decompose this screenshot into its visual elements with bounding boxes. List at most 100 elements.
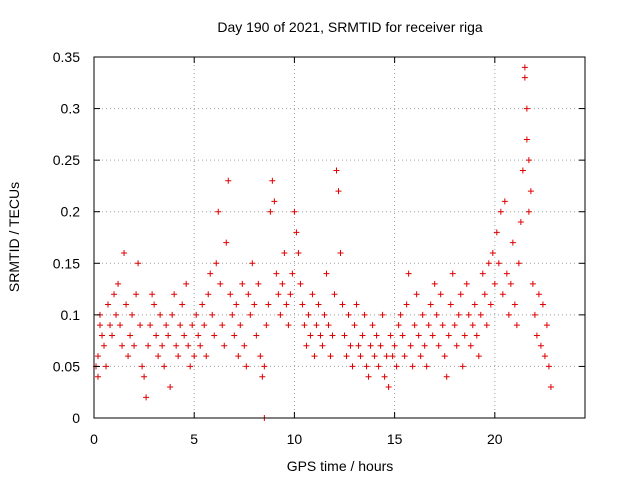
data-point <box>443 373 450 380</box>
data-point <box>483 322 490 329</box>
data-point <box>207 270 214 277</box>
data-point <box>213 260 220 267</box>
y-tick-label: 0.15 <box>53 255 80 271</box>
data-point <box>197 342 204 349</box>
data-point <box>471 301 478 308</box>
data-point <box>517 219 524 226</box>
data-point <box>487 301 494 308</box>
y-tick-label: 0.35 <box>53 49 80 65</box>
data-point <box>377 342 384 349</box>
data-point <box>111 291 118 298</box>
y-tick-label: 0 <box>72 410 80 426</box>
data-point <box>435 342 442 349</box>
data-point <box>533 332 540 339</box>
data-point <box>253 332 260 339</box>
data-point <box>351 322 358 329</box>
data-point <box>131 342 138 349</box>
data-point <box>427 301 434 308</box>
data-point <box>117 322 124 329</box>
data-point <box>205 291 212 298</box>
data-point <box>247 311 254 318</box>
data-point <box>257 353 264 360</box>
data-point <box>401 353 408 360</box>
data-point <box>203 353 210 360</box>
data-point <box>215 208 222 215</box>
data-point <box>387 332 394 339</box>
data-point <box>99 332 106 339</box>
data-point <box>291 208 298 215</box>
data-point <box>193 311 200 318</box>
data-point <box>237 322 244 329</box>
data-point <box>287 291 294 298</box>
data-point <box>283 301 290 308</box>
data-point <box>459 363 466 370</box>
data-point <box>235 353 242 360</box>
data-point <box>413 291 420 298</box>
y-tick-label: 0.3 <box>61 101 81 117</box>
data-point <box>277 311 284 318</box>
plot-frame <box>93 56 586 419</box>
data-point <box>185 342 192 349</box>
data-point <box>145 342 152 349</box>
data-point <box>255 280 262 287</box>
data-point <box>95 353 102 360</box>
data-point <box>441 353 448 360</box>
data-point <box>271 198 278 205</box>
data-point <box>393 363 400 370</box>
data-point <box>179 301 186 308</box>
data-point <box>463 280 470 287</box>
data-point <box>137 322 144 329</box>
data-point <box>407 342 414 349</box>
data-point <box>457 291 464 298</box>
data-point <box>343 353 350 360</box>
data-point <box>545 363 552 370</box>
x-tick-label: 20 <box>487 431 503 447</box>
data-point <box>453 342 460 349</box>
data-point <box>323 270 330 277</box>
data-point <box>265 301 272 308</box>
y-tick-label: 0.05 <box>53 358 80 374</box>
y-tick-label: 0.2 <box>61 204 81 220</box>
data-point <box>503 270 510 277</box>
data-point <box>367 342 374 349</box>
data-point <box>475 353 482 360</box>
data-point <box>477 311 484 318</box>
grid-lines <box>94 57 585 418</box>
data-point <box>399 332 406 339</box>
data-point <box>315 301 322 308</box>
data-point <box>365 373 372 380</box>
data-point <box>461 332 468 339</box>
x-tick-labels: 0 5 10 15 20 <box>90 431 503 447</box>
data-point <box>543 322 550 329</box>
data-point <box>289 270 296 277</box>
data-point <box>209 311 216 318</box>
data-point <box>423 363 430 370</box>
data-point <box>157 311 164 318</box>
data-point <box>527 188 534 195</box>
chart-title: Day 190 of 2021, SRMTID for receiver rig… <box>217 19 483 35</box>
data-point <box>187 363 194 370</box>
data-point <box>121 249 128 256</box>
data-point <box>97 322 104 329</box>
data-point <box>293 229 300 236</box>
data-point <box>163 322 170 329</box>
y-axis-label: SRMTID / TECUs <box>6 182 22 292</box>
data-point <box>361 311 368 318</box>
data-point <box>249 260 256 267</box>
data-point <box>241 342 248 349</box>
data-point <box>411 322 418 329</box>
data-point <box>221 342 228 349</box>
data-point <box>363 363 370 370</box>
data-point <box>491 280 498 287</box>
data-point <box>481 291 488 298</box>
data-point <box>219 322 226 329</box>
x-axis-label: GPS time / hours <box>287 458 394 474</box>
data-point <box>509 239 516 246</box>
data-point <box>125 353 132 360</box>
data-point <box>389 353 396 360</box>
data-point <box>397 311 404 318</box>
data-point <box>233 301 240 308</box>
data-point <box>519 167 526 174</box>
data-point <box>505 311 512 318</box>
data-point <box>501 198 508 205</box>
